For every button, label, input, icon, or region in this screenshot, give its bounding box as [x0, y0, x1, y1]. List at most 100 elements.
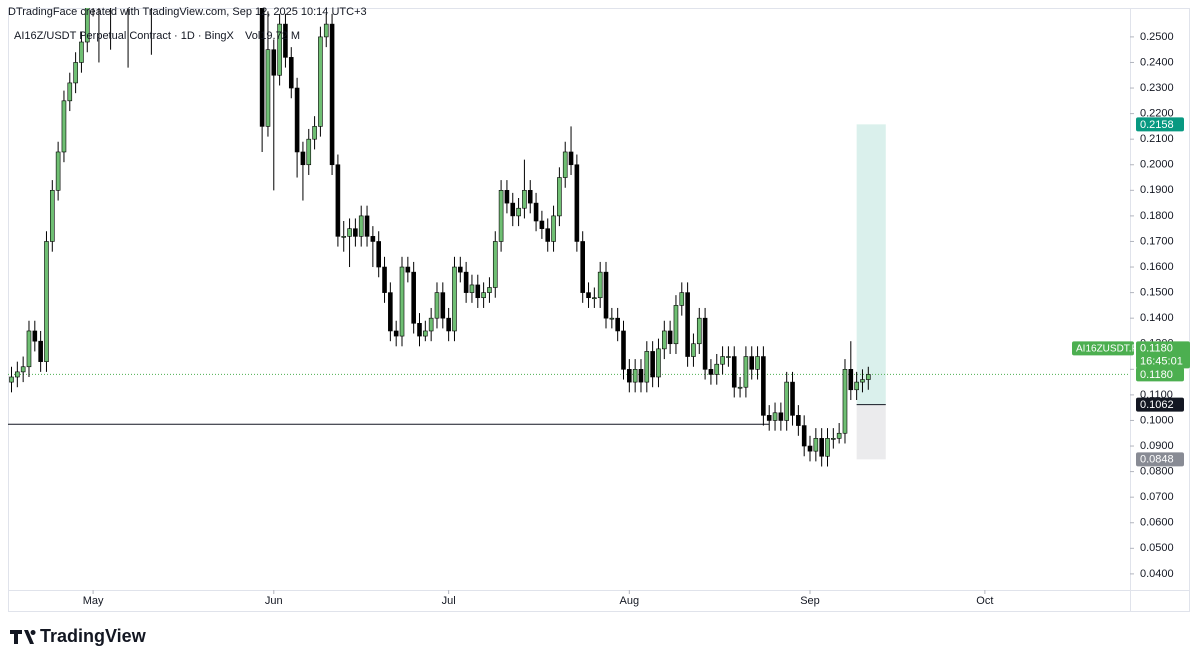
candle-up	[44, 241, 49, 362]
candle-down	[650, 351, 655, 378]
candle-up	[49, 190, 55, 242]
candle-down	[271, 49, 277, 76]
candle-down	[621, 330, 626, 370]
candle-down	[393, 330, 399, 337]
candle-up	[726, 356, 731, 358]
y-tick-label: 0.0900	[1140, 440, 1174, 452]
candle-up	[318, 36, 323, 127]
candle-up	[312, 126, 317, 140]
candle-down	[294, 87, 300, 153]
candle-up	[772, 412, 778, 421]
candle-down	[527, 190, 533, 204]
candle-down	[329, 23, 335, 166]
candle-up	[714, 363, 720, 375]
candle-up	[481, 292, 486, 299]
candle-up	[55, 151, 61, 191]
candle-up	[656, 348, 661, 378]
candle-up	[84, 8, 90, 43]
target-label: 0.2158	[1140, 119, 1174, 131]
candle-up	[358, 215, 364, 237]
candle-down	[615, 317, 620, 332]
candle-up	[452, 266, 457, 332]
candle-up	[842, 369, 848, 434]
y-tick-label: 0.0800	[1140, 466, 1174, 478]
candle-down	[463, 271, 469, 293]
y-tick-label: 0.0500	[1140, 542, 1174, 554]
y-tick-label: 0.2200	[1140, 108, 1174, 120]
candle-down	[446, 317, 451, 332]
volume: Vol19.72 M	[245, 30, 300, 42]
candle-up	[551, 215, 556, 242]
logo: TradingView	[10, 626, 147, 646]
y-tick-label: 0.1700	[1140, 235, 1174, 247]
candle-down	[807, 445, 813, 452]
chart-title: AI16Z/USDT Perpetual Contract · 1D · Bin…	[14, 30, 235, 42]
candle-up	[836, 432, 842, 439]
candle-down	[533, 202, 539, 222]
candle-down	[848, 369, 854, 391]
candle-down	[545, 228, 551, 242]
candle-down	[801, 425, 807, 447]
entry-label-box	[1136, 397, 1184, 412]
candle-up	[73, 62, 78, 84]
candle-up	[428, 317, 434, 332]
candle-up	[469, 284, 475, 293]
candle-up	[661, 330, 667, 350]
candle-up	[860, 379, 865, 383]
stop-label-box	[1136, 452, 1184, 467]
candle-down	[382, 266, 387, 293]
y-tick-label: 0.2300	[1140, 82, 1174, 94]
candle-down	[766, 415, 772, 421]
candle-up	[597, 271, 603, 299]
candle-up	[644, 351, 650, 383]
candle-down	[749, 356, 755, 370]
x-tick-label: Oct	[976, 595, 993, 607]
candle-down	[475, 284, 481, 299]
candle-down	[38, 340, 43, 362]
y-tick-label: 0.0400	[1140, 568, 1174, 580]
candle-down	[539, 220, 545, 229]
header: DTradingFace created with TradingView.co…	[8, 6, 367, 18]
candle-down	[580, 241, 585, 293]
candle-up	[79, 41, 84, 63]
candle-down	[796, 415, 801, 426]
candle-down	[568, 151, 574, 166]
candle-up	[609, 317, 615, 320]
plot-area	[8, 8, 1130, 467]
last-price-label: 0.1180	[1140, 369, 1173, 381]
candle-down	[702, 317, 708, 370]
candle-up	[673, 305, 679, 345]
symbol-box	[1072, 341, 1134, 356]
candle-up	[323, 23, 329, 38]
axes: 0.0400 0.0500 0.0600 0.0700 0.0800 0.0900 0.10…	[83, 31, 1190, 607]
candle-down	[790, 381, 795, 416]
x-tick-label: Sep	[800, 595, 820, 607]
entry-label: 0.1062	[1140, 399, 1174, 411]
candle-up	[743, 356, 749, 388]
candle-up	[696, 317, 702, 345]
candle-down	[364, 215, 370, 237]
candle-up	[492, 241, 498, 288]
candle-down	[376, 241, 381, 268]
target-zone	[856, 124, 886, 405]
candle-down	[283, 23, 288, 58]
y-tick-label: 0.0700	[1140, 491, 1174, 503]
candle-up	[423, 330, 428, 337]
candle-down	[288, 57, 294, 89]
candle-up	[516, 207, 521, 217]
x-tick-label: May	[83, 595, 104, 607]
candle-up	[434, 292, 440, 319]
logo-icon	[10, 630, 36, 644]
candle-up	[854, 381, 859, 391]
y-tick-label: 0.1000	[1140, 414, 1174, 426]
y-tick-label: 0.1800	[1140, 210, 1174, 222]
candle-up	[277, 23, 282, 76]
candle-up	[487, 287, 492, 293]
candle-up	[26, 330, 32, 368]
candle-down	[32, 330, 38, 342]
candle-down	[405, 266, 411, 273]
frame	[8, 8, 1190, 612]
candle-up	[691, 343, 696, 357]
x-tick-label: Jul	[442, 595, 456, 607]
